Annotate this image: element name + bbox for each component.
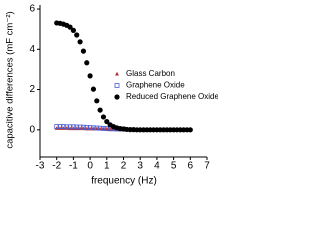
data-point [60,124,66,129]
data-point [54,124,60,129]
data-point [87,125,93,131]
legend-marker [115,71,119,76]
x-axis-label: frequency (Hz) [91,176,157,187]
data-point [74,32,80,38]
x-tick-label: 4 [154,161,160,172]
data-point [57,124,63,129]
legend-label: Graphene Oxide [126,81,185,90]
x-tick-label: 2 [121,161,127,172]
x-tick-label: 0 [87,161,93,172]
data-point [70,27,76,33]
data-point [97,125,103,131]
legend-label: Reduced Graphene Oxide [126,92,218,101]
data-point [94,98,100,104]
legend-marker [114,83,120,88]
y-tick-label: 4 [29,44,35,55]
y-axis-label: capacitive differences (mF cm⁻²) [5,11,16,148]
data-point [80,48,87,54]
data-point [84,125,90,130]
x-tick-label: -2 [52,161,61,172]
chart: frequency (Hz) capacitive differences (m… [5,4,218,187]
y-tick-label: 0 [29,124,35,135]
data-point [71,124,76,130]
x-tick-label: -3 [36,161,45,172]
y-tick-label: 2 [29,84,35,95]
data-point [187,127,193,133]
data-point [77,124,83,130]
x-tick-label: 3 [137,161,143,172]
data-point [104,118,110,125]
x-tick-label: 7 [204,161,210,172]
data-point [84,60,90,66]
x-tick-label: -1 [69,161,78,172]
data-point [87,73,93,79]
x-tick-label: 5 [171,161,177,172]
data-point [94,125,100,131]
x-tick-label: 6 [188,161,194,172]
data-point [97,107,103,113]
legend-label: Glass Carbon [126,69,175,78]
data-point [64,124,70,130]
data-point [77,39,83,45]
y-tick-label: 6 [29,4,35,15]
data-point [101,126,106,131]
data-point [91,125,96,131]
legend-marker [114,94,120,100]
data-point [100,114,107,120]
data-point [67,24,73,30]
data-point [74,124,80,130]
data-point [81,124,86,130]
data-point [67,124,73,130]
x-tick-label: 1 [104,161,110,172]
data-point [104,126,110,132]
data-point [90,86,97,92]
